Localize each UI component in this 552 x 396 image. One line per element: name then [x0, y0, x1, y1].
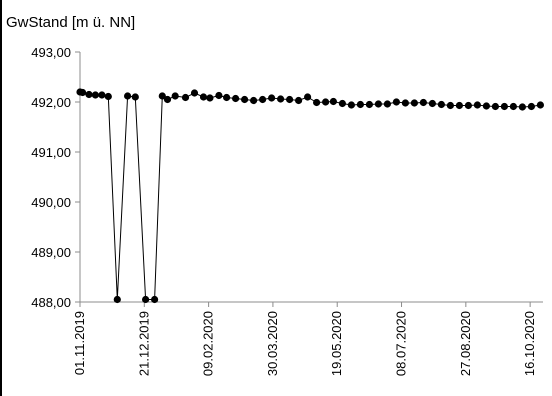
series-line-group — [79, 91, 541, 300]
data-point — [142, 295, 150, 304]
data-point — [410, 99, 418, 107]
data-point — [482, 102, 490, 110]
data-point — [322, 98, 330, 106]
data-point — [98, 91, 106, 99]
data-point — [392, 98, 400, 106]
y-tick-label: 489,00 — [31, 245, 71, 260]
chart-title: GwStand [m ü. NN] — [6, 14, 135, 31]
data-point — [356, 100, 364, 109]
x-tick-label: 16.10.2020 — [522, 311, 537, 376]
axes — [79, 52, 543, 303]
data-point — [295, 96, 303, 105]
data-point — [536, 101, 545, 109]
data-point — [158, 92, 166, 100]
data-point — [223, 93, 231, 102]
data-point — [464, 101, 472, 110]
data-point — [473, 101, 481, 109]
data-point — [124, 92, 132, 100]
data-point — [437, 100, 445, 109]
data-point — [527, 102, 536, 111]
series-line — [79, 91, 541, 300]
y-tick-label: 492,00 — [31, 95, 71, 110]
data-point — [509, 102, 517, 111]
x-tick-label: 27.08.2020 — [458, 311, 473, 376]
data-point — [181, 93, 190, 102]
data-point — [428, 99, 436, 108]
data-point — [338, 99, 346, 108]
data-point — [250, 96, 258, 105]
x-axis-ticks: 01.11.2019 21.12.2019 09.02.2020 30.03.2020… — [72, 302, 537, 376]
data-point — [446, 101, 454, 110]
data-point — [277, 95, 285, 103]
data-point — [190, 89, 199, 97]
data-point — [232, 94, 240, 103]
data-point — [85, 90, 93, 99]
data-point — [455, 101, 463, 110]
data-point — [206, 94, 214, 102]
data-point — [347, 101, 355, 109]
data-point — [259, 95, 267, 104]
data-point — [383, 100, 391, 108]
data-point — [241, 95, 249, 104]
data-point — [419, 98, 427, 107]
data-point — [113, 295, 121, 304]
data-point — [131, 93, 139, 101]
data-point — [171, 92, 179, 100]
data-point — [104, 92, 112, 101]
x-tick-label: 09.02.2020 — [201, 311, 216, 376]
x-tick-label: 01.11.2019 — [72, 311, 87, 375]
y-tick-label: 493,00 — [31, 45, 71, 60]
x-tick-label: 30.03.2020 — [265, 311, 280, 376]
data-point — [215, 91, 223, 100]
data-point — [500, 102, 508, 111]
data-point — [91, 91, 99, 99]
x-tick-label: 19.05.2020 — [329, 311, 344, 376]
data-point — [286, 95, 294, 104]
data-point — [268, 94, 276, 102]
data-point — [329, 97, 337, 106]
data-point — [374, 100, 382, 108]
x-tick-label: 21.12.2019 — [136, 311, 151, 376]
frame-left-border — [0, 0, 2, 396]
y-axis-ticks: 488,00 489,00 490,00 491,00 492,00 493,00 — [31, 45, 80, 310]
data-point — [401, 99, 409, 107]
y-tick-label: 490,00 — [31, 195, 71, 210]
data-point — [151, 295, 159, 304]
data-point — [304, 93, 312, 101]
y-tick-label: 491,00 — [31, 145, 71, 160]
data-point — [199, 93, 208, 101]
data-point — [163, 95, 172, 104]
data-point — [518, 103, 527, 111]
data-point — [79, 88, 87, 97]
series-points — [76, 88, 545, 304]
data-point — [365, 100, 373, 109]
data-point — [491, 102, 499, 111]
data-point — [313, 98, 321, 107]
y-tick-label: 488,00 — [31, 295, 71, 310]
x-tick-label: 08.07.2020 — [394, 311, 409, 376]
